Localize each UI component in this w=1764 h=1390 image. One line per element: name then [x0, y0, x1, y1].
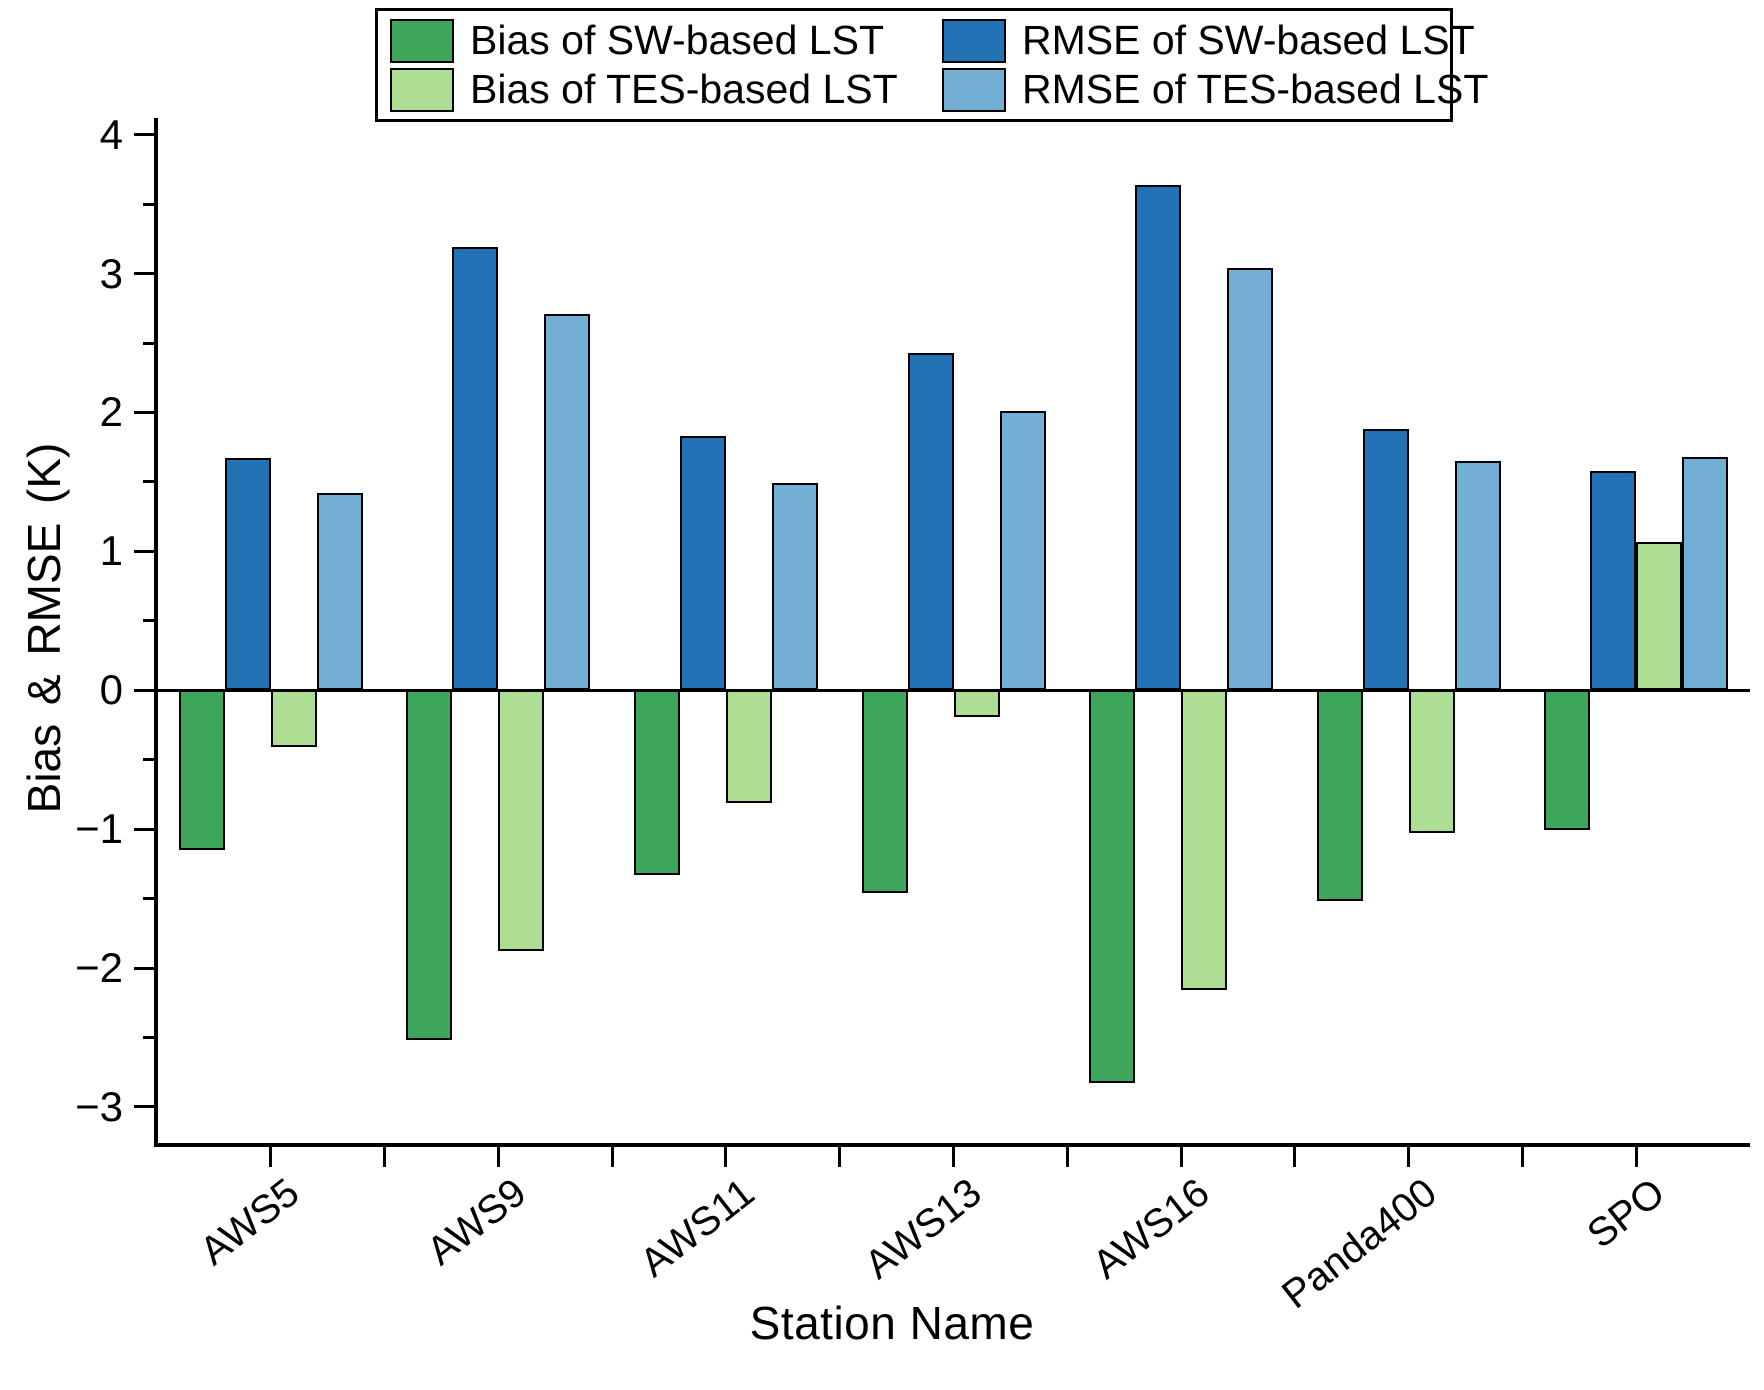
x-tick	[952, 1146, 955, 1167]
y-minor-tick	[143, 619, 154, 623]
x-category-label: SPO	[1579, 1170, 1673, 1257]
bar-AWS9-series0	[406, 690, 453, 1041]
legend-label-bias-tes: Bias of TES-based LST	[470, 66, 898, 113]
x-tick	[269, 1146, 273, 1167]
bar-AWS9-series3	[544, 313, 591, 691]
x-category-label: AWS5	[192, 1170, 308, 1274]
x-tick	[1293, 1146, 1297, 1167]
x-tick	[496, 1146, 500, 1167]
bar-Panda400-series2	[1408, 690, 1455, 834]
x-category-label: AWS16	[1084, 1170, 1218, 1288]
legend-swatch-rmse-tes	[942, 67, 1006, 112]
x-tick	[724, 1146, 728, 1167]
bar-AWS11-series0	[633, 690, 680, 875]
y-minor-tick	[143, 341, 154, 345]
x-axis-title: Station Name	[749, 1297, 1035, 1349]
bar-Panda400-series3	[1454, 461, 1501, 691]
bar-SPO-series3	[1682, 456, 1729, 691]
y-major-tick	[134, 688, 154, 692]
y-tick-label: −2	[75, 944, 123, 991]
legend-swatch-bias-tes	[390, 67, 454, 112]
bar-SPO-series2	[1636, 541, 1683, 691]
bar-AWS5-series2	[270, 690, 317, 748]
y-tick-label: 3	[99, 249, 123, 297]
bar-AWS9-series2	[498, 690, 545, 952]
y-major-tick	[134, 272, 154, 276]
y-major-tick	[134, 1105, 154, 1109]
bar-AWS16-series1	[1135, 184, 1182, 691]
x-category-label: AWS13	[857, 1170, 990, 1288]
y-tick-label: 0	[99, 666, 123, 714]
y-major-tick	[134, 133, 154, 137]
legend-swatch-bias-sw	[390, 18, 454, 63]
y-minor-tick	[143, 202, 154, 206]
zero-baseline	[157, 688, 1750, 692]
y-tick-label: −1	[75, 805, 123, 853]
y-major-tick	[134, 827, 154, 831]
bar-AWS5-series3	[316, 493, 363, 691]
legend-label-rmse-tes: RMSE of TES-based LST	[1022, 66, 1489, 113]
y-major-tick	[134, 966, 154, 970]
y-major-tick	[134, 410, 154, 414]
y-tick-label: 2	[99, 388, 123, 436]
bar-SPO-series0	[1544, 690, 1591, 831]
bar-AWS5-series0	[178, 690, 225, 850]
bar-AWS11-series3	[771, 483, 818, 691]
x-category-label: AWS9	[419, 1170, 535, 1274]
legend-item-rmse-sw: RMSE of SW-based LST	[942, 17, 1488, 63]
legend: Bias of SW-based LST RMSE of SW-based LS…	[375, 8, 1488, 123]
bar-AWS16-series0	[1089, 690, 1136, 1084]
bar-AWS9-series1	[452, 247, 499, 691]
y-axis-title: Bias & RMSE (K)	[18, 442, 70, 814]
bar-AWS16-series2	[1181, 690, 1228, 991]
legend-item-rmse-tes: RMSE of TES-based LST	[942, 66, 1489, 113]
bar-AWS13-series3	[999, 411, 1046, 691]
y-minor-tick	[143, 1035, 154, 1039]
legend-label-bias-sw: Bias of SW-based LST	[470, 17, 884, 63]
bar-Panda400-series1	[1362, 429, 1409, 691]
x-category-label: AWS11	[631, 1170, 763, 1286]
legend-item-bias-sw: Bias of SW-based LST	[390, 17, 942, 63]
bar-AWS13-series2	[953, 690, 1000, 717]
y-minor-tick	[143, 897, 154, 901]
bar-AWS11-series1	[679, 436, 726, 691]
bar-AWS13-series1	[907, 352, 954, 691]
bar-AWS11-series2	[725, 690, 772, 803]
x-axis-spine	[154, 1143, 1750, 1147]
x-tick	[383, 1146, 387, 1167]
x-tick	[1634, 1146, 1638, 1167]
x-tick	[1179, 1146, 1183, 1167]
legend-item-bias-tes: Bias of TES-based LST	[390, 66, 942, 113]
bar-Panda400-series0	[1316, 690, 1363, 902]
y-tick-label: −3	[75, 1082, 123, 1130]
y-major-tick	[134, 549, 154, 553]
x-tick	[838, 1146, 842, 1167]
bar-AWS5-series1	[224, 458, 271, 691]
bar-SPO-series1	[1590, 470, 1637, 691]
y-tick-label: 1	[99, 527, 123, 575]
y-tick-label: 4	[99, 110, 123, 158]
legend-label-rmse-sw: RMSE of SW-based LST	[1022, 17, 1475, 63]
x-category-label: Panda400	[1274, 1170, 1446, 1318]
x-tick	[610, 1146, 614, 1167]
y-minor-tick	[143, 758, 154, 762]
bar-AWS16-series3	[1227, 268, 1274, 691]
x-tick	[1520, 1146, 1524, 1167]
legend-swatch-rmse-sw	[942, 18, 1006, 63]
y-minor-tick	[143, 480, 154, 484]
x-tick	[1407, 1146, 1411, 1167]
bar-AWS13-series0	[861, 690, 908, 893]
x-tick	[1065, 1146, 1069, 1167]
y-axis-spine	[154, 118, 158, 1146]
